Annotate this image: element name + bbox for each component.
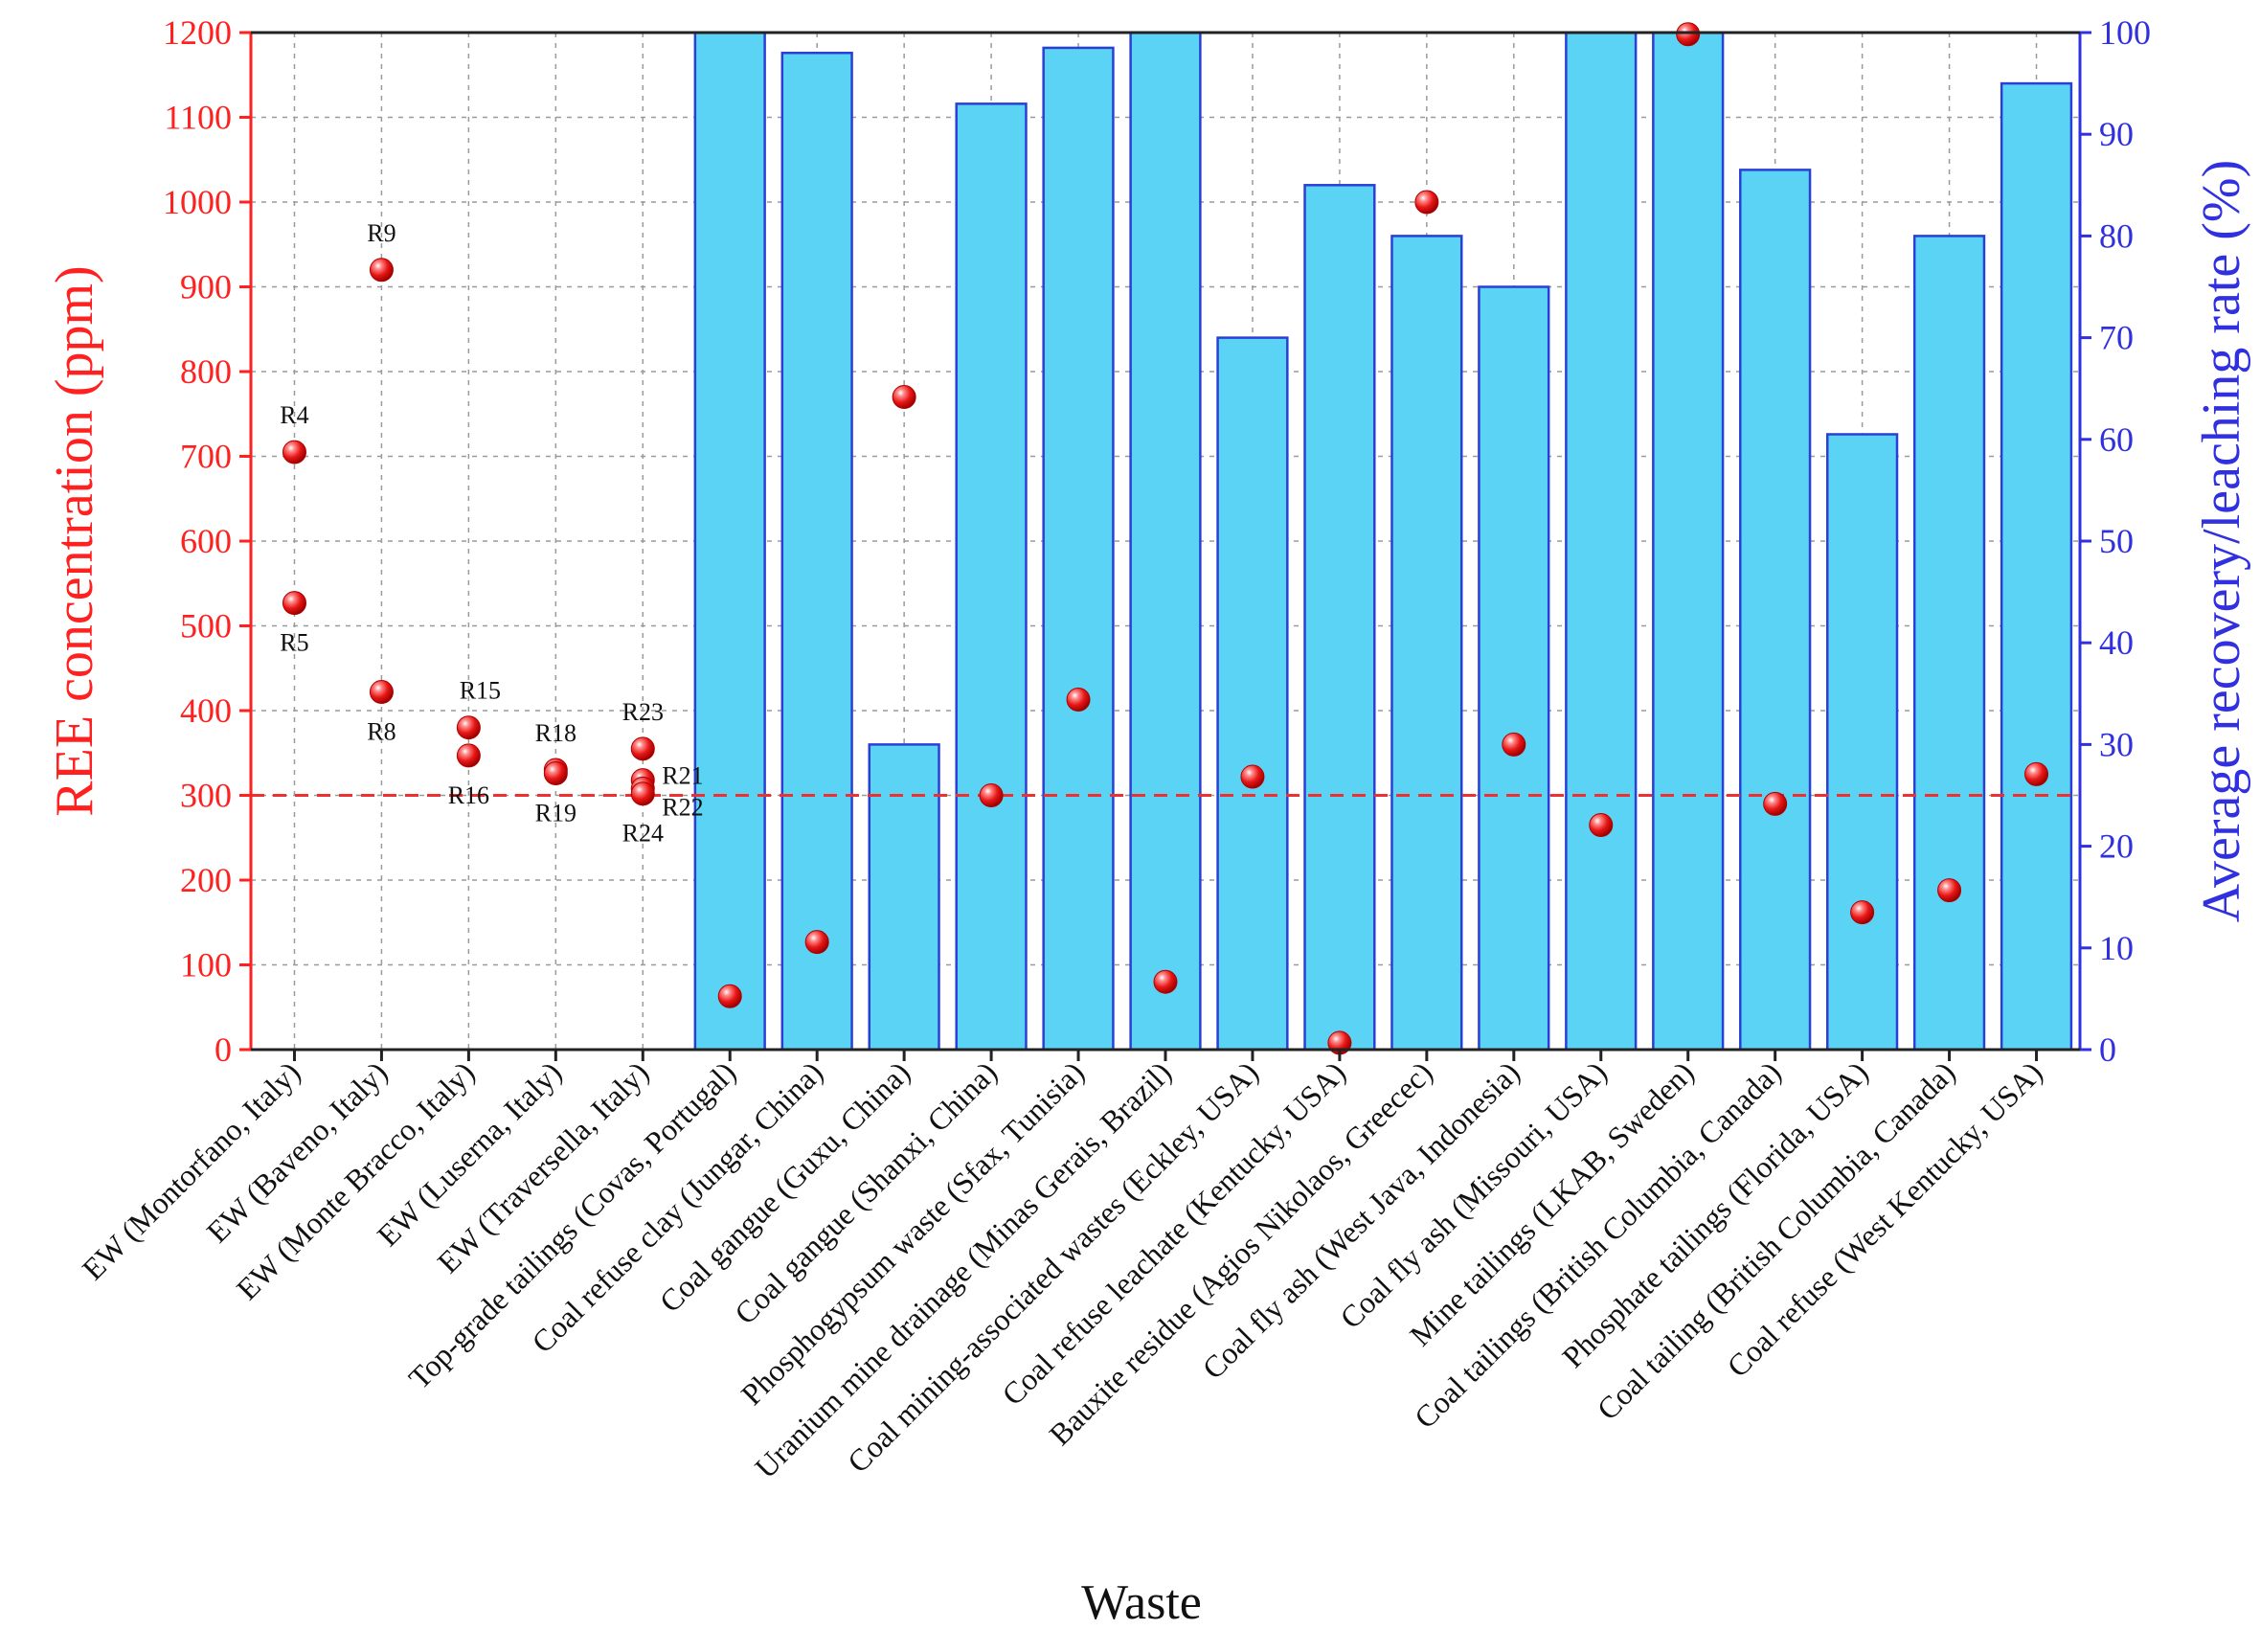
left-tick-label: 900 <box>180 268 232 306</box>
left-tick-label: 1000 <box>163 183 232 221</box>
bar <box>693 31 766 1052</box>
data-point <box>979 783 1004 807</box>
bar <box>1390 235 1463 1052</box>
data-point <box>630 736 655 761</box>
point-label: R8 <box>367 718 396 746</box>
right-tick-label: 50 <box>2099 522 2134 560</box>
data-point <box>630 781 655 806</box>
bar <box>1825 433 1899 1052</box>
left-axis-title: REE concentration (ppm) <box>45 265 104 816</box>
bar <box>1216 336 1289 1052</box>
right-tick-label: 90 <box>2099 115 2134 153</box>
data-point <box>892 385 916 410</box>
right-tick-label: 30 <box>2099 725 2134 763</box>
x-tick-label: Coal fly ash (West Java, Indonesia) <box>1195 1054 1526 1385</box>
data-point <box>456 715 481 740</box>
data-point <box>1066 687 1091 712</box>
data-point <box>1502 732 1526 757</box>
data-point <box>1414 190 1439 215</box>
point-label: R21 <box>662 762 703 790</box>
left-tick-label: 400 <box>180 691 232 730</box>
bar <box>1042 46 1115 1052</box>
bar <box>1565 31 1638 1052</box>
bar <box>1739 169 1812 1052</box>
left-tick-label: 1200 <box>163 13 232 52</box>
point-label: R22 <box>662 793 703 821</box>
x-tick-label: Coal refuse (West Kentucky, USA) <box>1720 1054 2048 1383</box>
left-tick-label: 700 <box>180 438 232 476</box>
bar <box>1652 31 1725 1052</box>
data-point <box>804 930 829 955</box>
data-point <box>282 440 306 464</box>
data-point <box>1763 791 1788 816</box>
bar <box>2000 81 2073 1052</box>
point-label: R4 <box>280 401 308 429</box>
right-tick-label: 40 <box>2099 623 2134 662</box>
left-tick-label: 800 <box>180 352 232 391</box>
left-tick-label: 200 <box>180 861 232 899</box>
bar <box>1912 235 1986 1052</box>
point-label: R23 <box>622 698 664 726</box>
left-tick-label: 0 <box>215 1030 232 1069</box>
left-tick-label: 500 <box>180 607 232 645</box>
right-tick-label: 60 <box>2099 420 2134 459</box>
data-point <box>543 760 568 785</box>
point-label: R16 <box>448 781 489 809</box>
right-tick-label: 0 <box>2099 1030 2116 1069</box>
right-tick-label: 70 <box>2099 319 2134 357</box>
data-point <box>1850 900 1875 925</box>
point-label: R18 <box>535 719 576 747</box>
left-tick-label: 600 <box>180 522 232 560</box>
bar <box>868 743 940 1052</box>
point-label: R5 <box>280 629 308 657</box>
data-point <box>456 743 481 768</box>
data-point <box>1676 22 1701 47</box>
data-point <box>2024 761 2049 786</box>
point-label: R24 <box>622 820 664 848</box>
bar <box>1303 184 1376 1052</box>
data-point <box>369 680 394 705</box>
data-point <box>369 258 394 283</box>
bar <box>1478 285 1550 1052</box>
left-tick-label: 1100 <box>164 99 232 137</box>
point-label: R19 <box>535 799 576 826</box>
data-point <box>1589 812 1614 837</box>
left-tick-label: 300 <box>180 777 232 815</box>
data-point <box>717 984 742 1008</box>
bar <box>780 51 853 1052</box>
bar <box>1129 31 1202 1052</box>
bar <box>955 102 1028 1052</box>
right-tick-label: 80 <box>2099 216 2134 255</box>
right-tick-label: 20 <box>2099 827 2134 866</box>
right-tick-label: 100 <box>2099 13 2151 52</box>
left-tick-label: 100 <box>180 946 232 984</box>
point-label: R15 <box>460 677 501 705</box>
point-label: R9 <box>367 219 396 247</box>
right-tick-label: 10 <box>2099 929 2134 967</box>
data-point <box>282 591 306 616</box>
data-point <box>1937 878 1962 903</box>
right-axis-title: Average recovery/leaching rate (%) <box>2192 160 2251 922</box>
bars-layer <box>693 31 2073 1052</box>
data-point <box>1153 969 1178 994</box>
x-axis-title: Waste <box>1081 1575 1202 1630</box>
data-point <box>1240 764 1265 789</box>
